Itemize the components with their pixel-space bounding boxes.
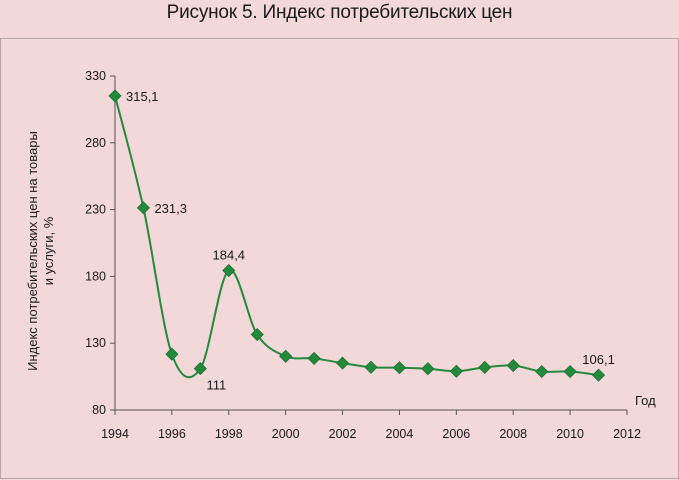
data-point-marker bbox=[506, 358, 520, 373]
data-point-marker bbox=[563, 364, 577, 379]
x-tick-label: 2006 bbox=[442, 427, 470, 441]
data-point-marker bbox=[449, 364, 463, 378]
data-point-marker bbox=[136, 201, 151, 215]
data-point-marker bbox=[335, 356, 350, 370]
y-tick-label: 80 bbox=[92, 403, 106, 417]
data-point-marker bbox=[193, 362, 207, 376]
y-axis-title-line2: и услуги, % bbox=[41, 216, 56, 285]
data-point-marker bbox=[478, 360, 492, 374]
x-tick-label: 1998 bbox=[215, 427, 243, 441]
x-tick-label: 2002 bbox=[329, 427, 357, 441]
data-point-marker bbox=[392, 361, 407, 375]
data-point-marker bbox=[535, 364, 549, 379]
figure-title: Рисунок 5. Индекс потребительских цен bbox=[166, 2, 513, 23]
data-label: 315,1 bbox=[126, 89, 159, 104]
data-point-marker bbox=[165, 347, 179, 361]
data-label: 184,4 bbox=[213, 248, 246, 263]
series-line bbox=[114, 95, 599, 379]
y-tick-label: 330 bbox=[85, 69, 106, 83]
data-label: 231,3 bbox=[154, 201, 187, 216]
line-chart: 80 130 180 230 280 330 1994 1996 1998 2000 2002 200… bbox=[25, 69, 656, 441]
x-tick-label: 2000 bbox=[272, 427, 300, 441]
x-tick-label: 2008 bbox=[499, 427, 527, 441]
y-axis-title-line1: Индекс потребительских цен на товары bbox=[25, 131, 40, 371]
data-point-marker bbox=[279, 349, 293, 363]
x-tick-label: 1996 bbox=[158, 427, 186, 441]
y-tick-label: 130 bbox=[85, 336, 106, 350]
data-point-marker bbox=[108, 89, 122, 103]
x-tick-label: 2004 bbox=[386, 427, 414, 441]
y-tick-label: 280 bbox=[85, 136, 106, 150]
data-point-marker bbox=[591, 368, 606, 382]
data-point-marker bbox=[421, 362, 435, 376]
data-point-marker bbox=[364, 360, 378, 374]
data-point-marker bbox=[222, 263, 236, 278]
x-tick-label: 2010 bbox=[556, 427, 584, 441]
data-point-marker bbox=[250, 327, 264, 342]
x-axis-title: Год bbox=[635, 393, 656, 408]
data-label: 106,1 bbox=[582, 352, 615, 367]
x-tick-label: 2012 bbox=[613, 427, 641, 441]
data-label: 111 bbox=[206, 378, 226, 393]
x-tick-label: 1994 bbox=[101, 427, 129, 441]
chart-frame: 80 130 180 230 280 330 1994 1996 1998 2000 2002 200… bbox=[0, 38, 679, 479]
y-tick-label: 230 bbox=[85, 203, 106, 217]
data-point-marker bbox=[307, 351, 321, 365]
y-tick-label: 180 bbox=[85, 269, 106, 283]
